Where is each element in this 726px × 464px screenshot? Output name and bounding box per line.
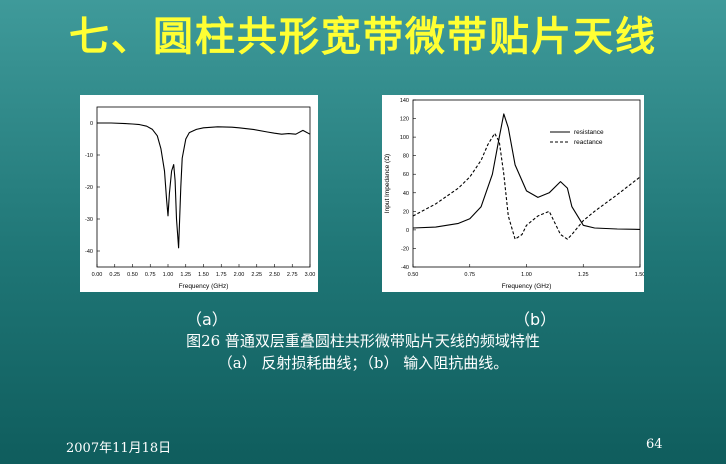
y-tick-label: -40 [401, 265, 409, 271]
y-tick-label: 0 [406, 228, 409, 234]
chart-panel-a: 0.00 0.25 0.50 0.75 1.00 1.25 1.50 1.75 2.00 2.25… [68, 95, 318, 292]
legend-label: reactance [574, 139, 603, 146]
y-tick-label: 100 [400, 135, 409, 141]
y-tick-label: -30 [85, 217, 93, 223]
x-tick-label: 0.00 [92, 272, 103, 278]
y-axis-label: Input Impedance (Ω) [384, 154, 391, 213]
y-tick-label: 60 [403, 172, 409, 178]
subfigure-label-b: （b） [514, 310, 557, 329]
x-tick-label: 0.75 [464, 272, 475, 278]
y-tick-label: 120 [400, 117, 409, 123]
y-tick-label: 20 [403, 209, 409, 215]
figure-caption-line2: （a） 反射损耗曲线；（b） 输入阻抗曲线。 [217, 354, 509, 372]
legend-label: resistance [574, 129, 604, 136]
x-tick-label: 1.00 [163, 272, 174, 278]
x-tick-label: 1.25 [180, 272, 191, 278]
series-line-resistance [412, 113, 641, 230]
y-tick-label: -20 [401, 246, 409, 252]
x-tick-label: 1.25 [578, 272, 589, 278]
x-tick-label: 2.00 [234, 272, 245, 278]
y-tick-label: -20 [85, 185, 93, 191]
page-number: 64 [646, 437, 663, 452]
y-tick-label: -10 [85, 153, 93, 159]
y-tick-label: 140 [400, 98, 409, 104]
x-tick-label: 1.50 [198, 272, 209, 278]
x-tick-label: 1.00 [521, 272, 532, 278]
x-axis-label: Frequency (GHz) [502, 283, 552, 290]
x-tick-label: 1.50 [635, 272, 644, 278]
x-tick-label: 3.00 [305, 272, 316, 278]
x-tick-label: 0.75 [145, 272, 156, 278]
x-tick-label: 0.25 [109, 272, 120, 278]
x-tick-label: 2.25 [251, 272, 262, 278]
chart-panel-b: 0.50 0.75 1.00 1.25 1.50 140 120 100 80 60 40 20 0 -2… [382, 95, 645, 292]
x-axis-label: Frequency (GHz) [179, 283, 229, 290]
subfigure-label-a: （a） [186, 310, 228, 329]
x-tick-label: 0.50 [408, 272, 419, 278]
figure-caption-line1: 图26 普通双层重叠圆柱共形微带贴片天线的频域特性 [186, 332, 540, 350]
series-line-series-0 [97, 122, 311, 249]
plot-frame [96, 106, 311, 268]
y-tick-label: -40 [85, 249, 93, 255]
y-tick-label: 40 [403, 191, 409, 197]
input-impedance-chart: 0.50 0.75 1.00 1.25 1.50 140 120 100 80 60 40 20 0 -2… [384, 98, 645, 290]
x-tick-label: 2.75 [287, 272, 298, 278]
slide-title: 七、圆柱共形宽带微带贴片天线 [69, 14, 657, 60]
y-tick-label: 0 [90, 121, 93, 127]
plot-frame [412, 99, 641, 268]
x-tick-label: 1.75 [216, 272, 227, 278]
series-line-reactance [412, 132, 641, 240]
x-tick-label: 2.50 [269, 272, 280, 278]
return-loss-chart: 0.00 0.25 0.50 0.75 1.00 1.25 1.50 1.75 2.00 2.25… [68, 106, 316, 290]
y-tick-label: 80 [403, 154, 409, 160]
slide-date: 2007年11月18日 [66, 441, 172, 456]
x-tick-label: 0.50 [127, 272, 138, 278]
